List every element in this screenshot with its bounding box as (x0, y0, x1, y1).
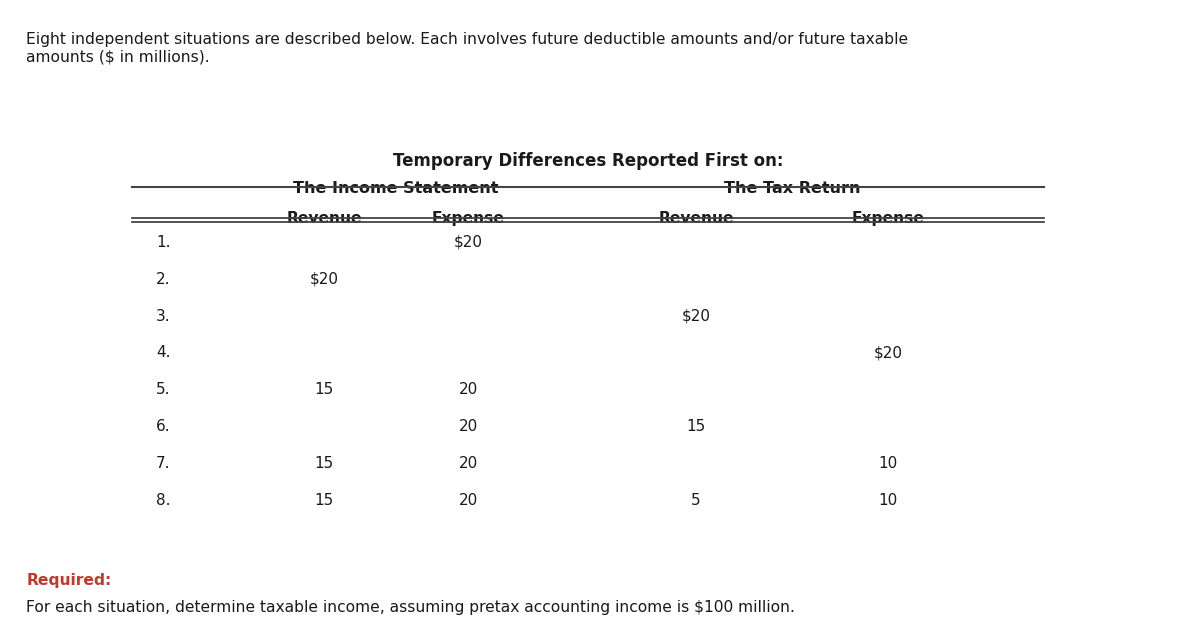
Text: Revenue: Revenue (659, 211, 733, 226)
Text: Temporary Differences Reported First on:: Temporary Differences Reported First on: (392, 152, 784, 170)
Text: 15: 15 (314, 493, 334, 508)
Text: $20: $20 (310, 272, 338, 287)
Text: 1.: 1. (156, 235, 170, 250)
Text: $20: $20 (682, 309, 710, 324)
Text: Expense: Expense (852, 211, 924, 226)
Text: The Tax Return: The Tax Return (724, 181, 860, 196)
Text: 7.: 7. (156, 456, 170, 471)
Text: 10: 10 (878, 493, 898, 508)
Text: 8.: 8. (156, 493, 170, 508)
Text: $20: $20 (874, 345, 902, 361)
Text: Required:: Required: (26, 573, 112, 588)
Text: 20: 20 (458, 382, 478, 398)
Text: For each situation, determine taxable income, assuming pretax accounting income : For each situation, determine taxable in… (26, 600, 796, 615)
Text: 4.: 4. (156, 345, 170, 361)
Text: Eight independent situations are described below. Each involves future deductibl: Eight independent situations are describ… (26, 32, 908, 64)
Text: 15: 15 (314, 382, 334, 398)
Text: Expense: Expense (432, 211, 504, 226)
Text: 20: 20 (458, 493, 478, 508)
Text: 20: 20 (458, 456, 478, 471)
Text: 2.: 2. (156, 272, 170, 287)
Text: 15: 15 (686, 419, 706, 434)
Text: 10: 10 (878, 456, 898, 471)
Text: 20: 20 (458, 419, 478, 434)
Text: 15: 15 (314, 456, 334, 471)
Text: 5: 5 (691, 493, 701, 508)
Text: 6.: 6. (156, 419, 170, 434)
Text: The Income Statement: The Income Statement (293, 181, 499, 196)
Text: 3.: 3. (156, 309, 170, 324)
Text: Revenue: Revenue (287, 211, 361, 226)
Text: 5.: 5. (156, 382, 170, 398)
Text: $20: $20 (454, 235, 482, 250)
